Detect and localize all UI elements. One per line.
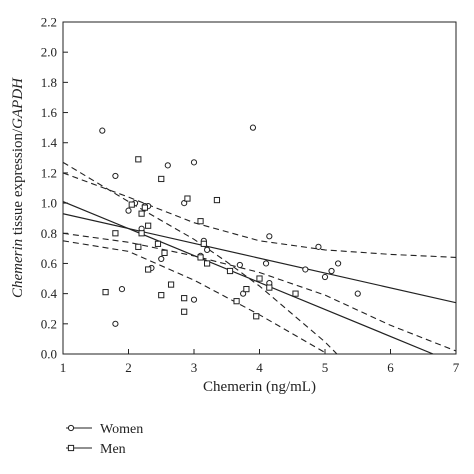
point-men: [135, 243, 142, 250]
point-women: [266, 233, 273, 240]
confidence-band-men-lower: [63, 240, 329, 354]
y-tick-label: 1.4: [41, 135, 58, 150]
point-women: [335, 260, 342, 267]
confidence-bands: [63, 161, 456, 354]
x-tick-label: 2: [125, 360, 132, 375]
point-women: [204, 246, 211, 253]
point-women: [181, 199, 188, 207]
x-tick-label: 5: [322, 360, 329, 375]
x-tick-label: 3: [191, 360, 198, 375]
point-men: [135, 156, 142, 163]
point-women: [321, 273, 329, 281]
point-women: [99, 127, 106, 134]
fit-line-men: [63, 201, 434, 354]
point-men: [200, 240, 207, 247]
point-men: [226, 267, 234, 275]
point-women: [190, 159, 198, 166]
x-tick-label: 7: [453, 360, 460, 375]
x-tick-label: 6: [387, 360, 394, 375]
point-men: [253, 313, 260, 320]
point-women: [302, 266, 309, 273]
point-men: [197, 254, 204, 261]
point-women: [112, 172, 119, 180]
point-men: [213, 196, 221, 204]
point-men: [138, 210, 145, 217]
point-men: [138, 230, 145, 237]
point-women: [240, 290, 247, 297]
legend: Women Men: [66, 422, 143, 457]
x-axis-title: Chemerin (ng/mL): [203, 379, 316, 395]
point-men: [292, 290, 299, 297]
y-axis-title: Chemerin tissue expression/GAPDH: [10, 77, 26, 298]
point-women: [125, 207, 132, 214]
x-axis-ticks: 1 2 3 4 5 6 7: [60, 349, 460, 375]
point-men: [266, 284, 273, 291]
y-axis-title-part: tissue expression/: [10, 128, 26, 239]
fit-line-women: [63, 213, 456, 304]
point-women: [236, 261, 243, 269]
x-tick-label: 1: [60, 360, 67, 375]
point-women: [262, 260, 270, 267]
point-men: [181, 308, 188, 315]
point-men: [154, 240, 162, 247]
x-tick-label: 4: [256, 360, 263, 375]
data-points: [99, 124, 361, 327]
point-men: [256, 275, 263, 282]
point-women: [315, 243, 322, 250]
legend-label-men: Men: [100, 442, 126, 457]
point-men: [161, 249, 168, 256]
legend-marker-women: [67, 424, 75, 432]
point-women: [354, 290, 361, 297]
confidence-band-women-lower: [63, 232, 456, 352]
y-tick-label: 0.8: [41, 226, 57, 241]
y-tick-label: 1.0: [41, 196, 57, 211]
point-women: [112, 320, 119, 327]
y-tick-label: 0.2: [41, 316, 57, 331]
y-tick-label: 2.0: [41, 45, 57, 60]
y-tick-label: 0.6: [41, 256, 58, 271]
point-men: [128, 201, 135, 208]
point-men: [158, 175, 165, 183]
y-axis-title-part: GAPDH: [10, 77, 26, 129]
point-men: [233, 298, 240, 305]
y-tick-label: 1.8: [41, 75, 57, 90]
point-women: [158, 255, 165, 263]
point-men: [141, 204, 148, 211]
y-axis-title-part: Chemerin: [10, 239, 26, 298]
point-men: [181, 295, 188, 302]
y-tick-label: 1.6: [41, 105, 58, 120]
point-men: [243, 286, 250, 293]
point-men: [184, 195, 191, 202]
point-women: [164, 162, 171, 169]
point-men: [145, 222, 152, 229]
y-tick-label: 0.0: [41, 347, 57, 362]
point-women: [190, 296, 198, 303]
point-men: [102, 289, 109, 296]
point-men: [204, 260, 211, 267]
fit-lines: [63, 201, 456, 354]
y-axis-ticks: 0.0 0.2 0.4 0.6 0.8 1.0 1.2 1.4 1.6 1.8 2.0 2.2: [41, 15, 68, 362]
legend-label-women: Women: [100, 422, 143, 437]
y-tick-label: 1.2: [41, 165, 57, 180]
point-men: [197, 218, 204, 225]
confidence-band-men-upper: [63, 161, 338, 354]
point-men: [158, 292, 165, 299]
point-women: [328, 267, 335, 275]
point-men: [167, 281, 175, 288]
y-tick-label: 0.4: [41, 286, 58, 301]
point-women: [249, 124, 257, 131]
point-women: [118, 286, 126, 293]
legend-marker-men: [67, 444, 75, 452]
point-men: [112, 230, 119, 237]
point-men: [145, 266, 152, 273]
y-tick-label: 2.2: [41, 15, 57, 30]
